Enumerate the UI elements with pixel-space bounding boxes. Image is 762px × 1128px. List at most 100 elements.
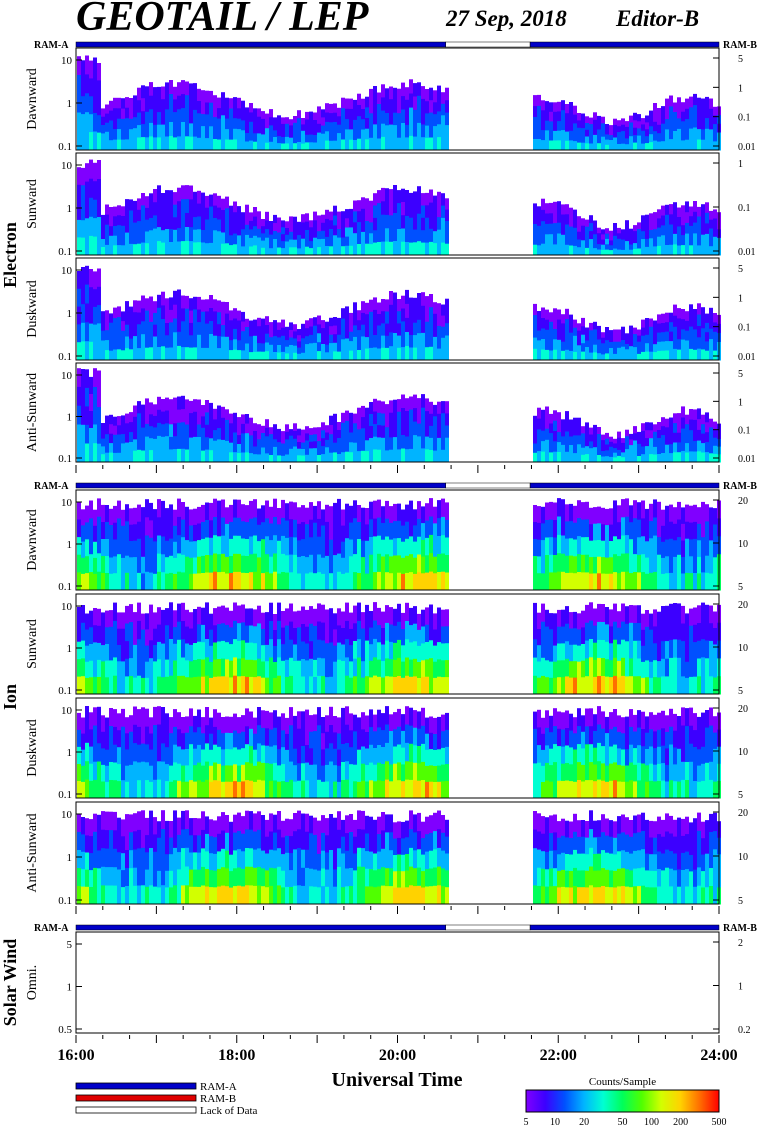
- spectrogram-cell: [97, 160, 101, 180]
- spectrogram-cell: [285, 346, 289, 354]
- spectrogram-cell: [213, 128, 217, 140]
- spectrogram-cell: [429, 215, 433, 230]
- spectrogram-cell: [625, 571, 629, 591]
- spectrogram-cell: [673, 657, 677, 677]
- spectrogram-cell: [661, 444, 665, 454]
- spectrogram-cell: [125, 717, 129, 734]
- spectrogram-cell: [289, 725, 293, 744]
- spectrogram-cell: [181, 448, 185, 463]
- spectrogram-cell: [357, 330, 361, 341]
- spectrogram-cell: [385, 640, 389, 659]
- spectrogram-cell: [693, 747, 697, 765]
- spectrogram-cell: [113, 639, 117, 658]
- spectrogram-cell: [653, 454, 657, 463]
- spectrogram-cell: [165, 203, 169, 217]
- spectrogram-cell: [689, 725, 693, 745]
- spectrogram-cell: [681, 623, 685, 642]
- spectrogram-cell: [269, 133, 273, 143]
- spectrogram-cell: [93, 659, 97, 678]
- spectrogram-cell: [569, 130, 573, 141]
- spectrogram-cell: [245, 573, 249, 591]
- spectrogram-cell: [133, 507, 137, 525]
- spectrogram-cell: [641, 677, 645, 695]
- spectrogram-cell: [353, 325, 357, 338]
- spectrogram-cell: [245, 522, 249, 540]
- spectrogram-cell: [393, 87, 397, 101]
- spectrogram-cell: [421, 407, 425, 422]
- spectrogram-cell: [325, 454, 329, 463]
- spectrogram-cell: [137, 709, 141, 728]
- spectrogram-cell: [353, 129, 357, 141]
- spectrogram-cell: [225, 716, 229, 734]
- spectrogram-cell: [593, 747, 597, 765]
- spectrogram-cell: [397, 311, 401, 324]
- spectrogram-cell: [249, 625, 253, 644]
- spectrogram-cell: [701, 98, 705, 110]
- spectrogram-cell: [165, 747, 169, 765]
- spectrogram-cell: [117, 713, 121, 731]
- spectrogram-cell: [557, 111, 561, 122]
- spectrogram-cell: [301, 429, 305, 437]
- spectrogram-cell: [117, 129, 121, 140]
- spectrogram-cell: [265, 677, 269, 695]
- spectrogram-cell: [661, 426, 665, 436]
- spectrogram-cell: [653, 499, 657, 518]
- spectrogram-cell: [273, 678, 277, 695]
- spectrogram-cell: [669, 95, 673, 107]
- spectrogram-cell: [361, 301, 365, 314]
- spectrogram-cell: [681, 225, 685, 236]
- spectrogram-cell: [593, 142, 597, 151]
- spectrogram-cell: [577, 726, 581, 745]
- spectrogram-cell: [105, 610, 109, 628]
- spectrogram-cell: [413, 421, 417, 436]
- spectrogram-cell: [425, 676, 429, 695]
- spectrogram-cell: [137, 125, 141, 139]
- spectrogram-cell: [413, 727, 417, 746]
- spectrogram-cell: [213, 106, 217, 118]
- spectrogram-cell: [609, 130, 613, 136]
- spectrogram-cell: [689, 659, 693, 678]
- spectrogram-cell: [669, 521, 673, 540]
- spectrogram-cell: [361, 450, 365, 463]
- spectrogram-cell: [193, 449, 197, 463]
- spectrogram-cell: [701, 234, 705, 246]
- spectrogram-cell: [625, 344, 629, 350]
- spectrogram-cell: [613, 500, 617, 519]
- spectrogram: [77, 602, 721, 695]
- spectrogram-cell: [141, 629, 145, 647]
- spectrogram-cell: [253, 125, 257, 134]
- spectrogram-cell: [197, 556, 201, 574]
- spectrogram-cell: [681, 557, 685, 574]
- spectrogram-cell: [421, 205, 425, 219]
- spectrogram-cell: [317, 106, 321, 116]
- spectrogram-cell: [213, 440, 217, 452]
- spectrogram-cell: [665, 245, 669, 256]
- spectrogram-cell: [105, 434, 109, 444]
- spectrogram-cell: [705, 727, 709, 746]
- spectrogram-cell: [361, 780, 365, 799]
- spectrogram-cell: [137, 521, 141, 540]
- left-tick-label: 0.1: [58, 581, 72, 593]
- spectrogram-cell: [301, 246, 305, 256]
- spectrogram-cell: [397, 726, 401, 745]
- spectrogram-cell: [93, 57, 97, 77]
- spectrogram-cell: [709, 339, 713, 350]
- spectrogram-cell: [209, 242, 213, 256]
- spectrogram-cell: [685, 744, 689, 763]
- spectrogram-cell: [613, 137, 617, 145]
- spectrogram-cell: [437, 659, 441, 678]
- spectrogram-cell: [341, 237, 345, 247]
- spectrogram-cell: [441, 609, 445, 628]
- spectrogram-cell: [221, 676, 225, 695]
- spectrogram-cell: [321, 676, 325, 695]
- spectrogram-cell: [653, 748, 657, 766]
- spectrogram-cell: [229, 320, 233, 331]
- spectrogram-cell: [157, 99, 161, 113]
- spectrogram-cell: [125, 538, 129, 557]
- spectrogram-cell: [677, 781, 681, 799]
- spectrogram-cell: [181, 602, 185, 622]
- spectrogram-cell: [197, 322, 201, 336]
- spectrogram-cell: [545, 762, 549, 781]
- spectrogram-cell: [357, 602, 361, 622]
- spectrogram-cell: [541, 765, 545, 783]
